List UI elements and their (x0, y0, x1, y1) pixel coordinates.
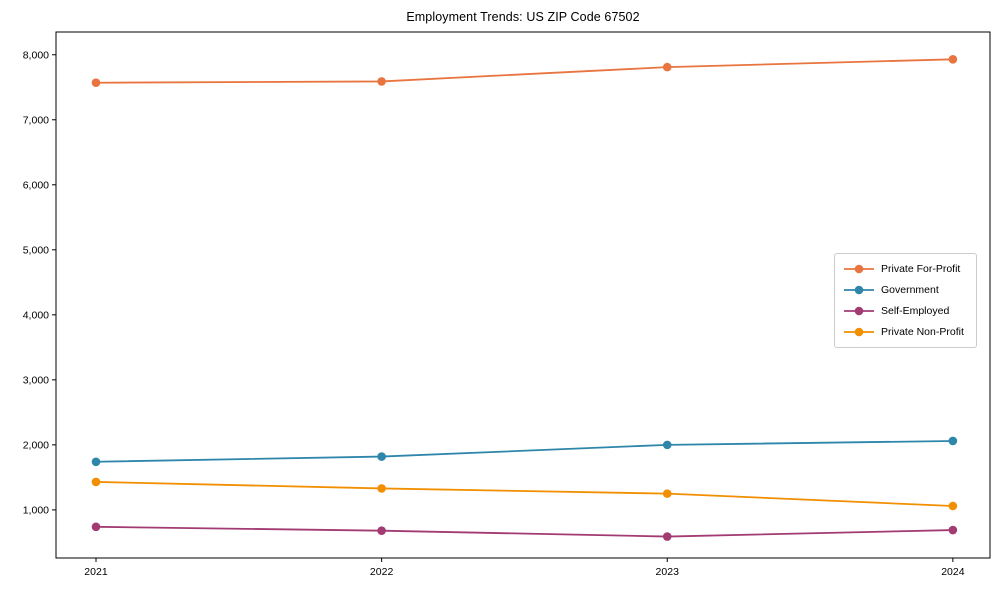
y-axis-tick-label: 6,000 (23, 179, 49, 191)
data-point-private-for-profit (377, 77, 386, 86)
x-axis-tick-label: 2024 (941, 566, 965, 578)
y-axis-tick-label: 1,000 (23, 504, 49, 516)
series-line-government (95, 440, 954, 463)
legend-swatch-icon (844, 265, 874, 274)
chart-title: Employment Trends: US ZIP Code 67502 (406, 10, 640, 24)
x-axis-tick-label: 2022 (370, 566, 394, 578)
data-point-self-employed (377, 526, 386, 535)
y-axis-tick-label: 4,000 (23, 309, 49, 321)
data-point-private-non-profit (91, 477, 101, 487)
y-axis-tick-label: 8,000 (23, 49, 49, 61)
series-line-self-employed (95, 525, 954, 538)
data-point-self-employed (91, 522, 101, 532)
legend-item-private-non-profit: Private Non-Profit (844, 321, 967, 342)
x-axis-tick-label: 2023 (656, 566, 680, 578)
data-point-government (662, 440, 672, 450)
data-point-self-employed (948, 525, 958, 535)
data-point-self-employed (662, 532, 672, 541)
y-axis-tick-label: 7,000 (23, 114, 49, 126)
legend: Private For-Profit Government Self-Employe… (834, 253, 977, 348)
legend-item-private-for-profit: Private For-Profit (844, 259, 967, 280)
data-point-private-non-profit (662, 489, 672, 498)
series-line-private-non-profit (95, 481, 954, 507)
legend-swatch-icon (844, 285, 874, 295)
legend-swatch-icon (844, 306, 874, 316)
legend-label: Self-Employed (881, 304, 950, 317)
data-point-government (948, 436, 958, 446)
legend-label: Government (881, 284, 939, 297)
y-axis-tick-label: 5,000 (23, 244, 49, 256)
legend-swatch-icon (844, 327, 874, 336)
data-point-government (91, 457, 101, 467)
y-axis-tick-label: 3,000 (23, 374, 49, 386)
y-axis-tick-label: 2,000 (23, 439, 49, 451)
legend-label: Private Non-Profit (881, 325, 964, 338)
legend-item-self-employed: Self-Employed (844, 301, 967, 322)
legend-label: Private For-Profit (881, 263, 961, 276)
plot-border (55, 31, 991, 559)
data-point-private-non-profit (948, 501, 958, 511)
data-point-private-for-profit (948, 55, 958, 64)
x-axis-tick-label: 2021 (84, 566, 108, 578)
data-point-private-non-profit (377, 484, 386, 493)
legend-item-government: Government (844, 280, 967, 301)
data-point-private-for-profit (662, 62, 672, 72)
series-line-private-for-profit (95, 58, 954, 84)
data-point-government (377, 452, 386, 461)
data-point-private-for-profit (91, 78, 101, 88)
